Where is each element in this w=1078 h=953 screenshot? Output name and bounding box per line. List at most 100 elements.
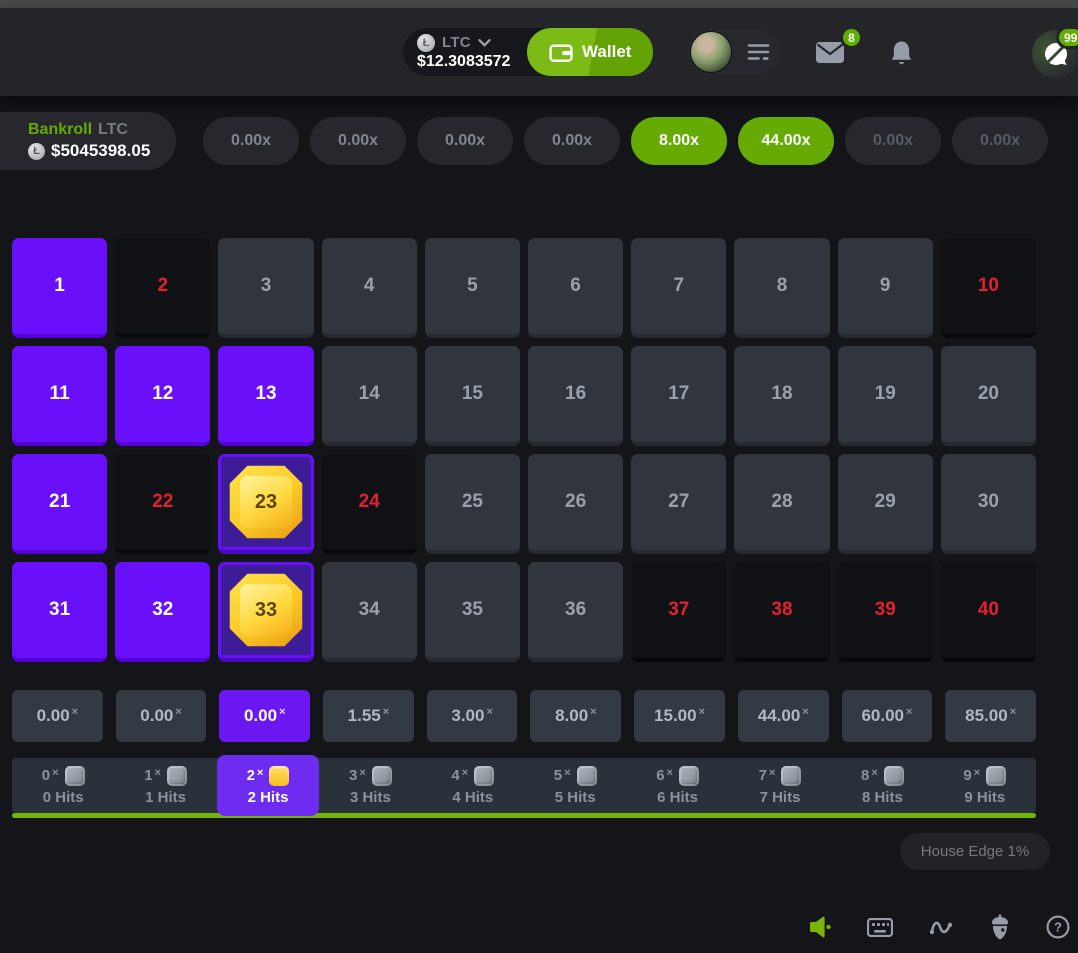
multiplier-x: ×	[256, 766, 264, 779]
keno-cell-4[interactable]: 4	[321, 238, 417, 338]
keno-cell-17[interactable]: 17	[631, 346, 727, 446]
keno-cell-15[interactable]: 15	[424, 346, 520, 446]
keno-cell-13[interactable]: 13	[218, 346, 314, 446]
cell-number: 2	[157, 275, 169, 296]
keno-cell-33[interactable]: 33	[218, 562, 314, 662]
keno-cell-37[interactable]: 37	[631, 562, 727, 662]
keno-cell-34[interactable]: 34	[321, 562, 417, 662]
keno-cell-26[interactable]: 26	[527, 454, 624, 554]
house-edge-button[interactable]: House Edge 1%	[900, 833, 1050, 870]
keno-cell-31[interactable]: 31	[12, 562, 108, 662]
payout-multiplier: 0.00 ×	[219, 690, 311, 742]
keno-cell-16[interactable]: 16	[527, 346, 624, 446]
keno-cell-38[interactable]: 38	[734, 562, 830, 662]
hit-multiplier: 8	[861, 767, 870, 784]
hits-row: 0 × 0 Hits 1 × 1 Hits 2 × 2 Hits 3 × 3 Hits 4 × 4 Hits…	[12, 755, 1036, 816]
keno-cell-18[interactable]: 18	[734, 346, 830, 446]
help-icon[interactable]: ?	[1046, 915, 1070, 939]
keno-cell-25[interactable]: 25	[424, 454, 520, 554]
currency-selector[interactable]: Ł LTC $12.3083572	[403, 33, 527, 71]
keno-cell-9[interactable]: 9	[837, 238, 933, 338]
cell-number: 26	[565, 491, 587, 512]
notifications-button[interactable]	[890, 40, 913, 70]
keno-cell-23[interactable]: 23	[218, 454, 314, 554]
browser-top-strip	[0, 0, 1078, 8]
messages-button[interactable]	[816, 42, 844, 66]
hit-multiplier: 9	[963, 767, 972, 784]
keno-cell-8[interactable]: 8	[734, 238, 830, 338]
recent-multiplier-pill: 8.00x	[631, 117, 727, 165]
keno-cell-2[interactable]: 2	[115, 238, 211, 338]
keno-cell-28[interactable]: 28	[734, 454, 830, 554]
payout-multiplier: 85.00 ×	[945, 690, 1036, 742]
bankroll-label: Bankroll	[28, 121, 93, 138]
hits-item-4: 4 × 4 Hits	[422, 758, 524, 813]
bankroll-currency: LTC	[98, 121, 128, 138]
cell-number: 31	[49, 599, 71, 620]
keno-cell-10[interactable]: 10	[940, 238, 1036, 338]
keno-cell-11[interactable]: 11	[12, 346, 108, 446]
keno-cell-14[interactable]: 14	[321, 346, 417, 446]
profile-menu[interactable]	[688, 29, 782, 75]
hit-multiplier: 3	[349, 767, 358, 784]
keyboard-icon[interactable]	[867, 917, 893, 937]
payout-value: 0.00	[36, 706, 70, 725]
multiplier-x: ×	[666, 766, 673, 779]
payout-multiplier: 0.00 ×	[12, 690, 103, 742]
keno-cell-36[interactable]: 36	[527, 562, 624, 662]
keno-cell-30[interactable]: 30	[940, 454, 1036, 554]
avatar[interactable]	[690, 31, 732, 73]
bell-icon	[891, 41, 912, 65]
keno-cell-3[interactable]: 3	[218, 238, 314, 338]
keno-cell-1[interactable]: 1	[12, 238, 108, 338]
payout-multiplier: 3.00 ×	[426, 690, 518, 742]
cell-number: 21	[49, 491, 71, 512]
litecoin-coin-icon: Ł	[417, 33, 435, 52]
hit-multiplier: 1	[144, 767, 153, 784]
gem-icon	[166, 765, 187, 786]
payout-multiplier: 44.00 ×	[737, 690, 829, 742]
multiplier-x: ×	[71, 706, 79, 718]
keno-cell-19[interactable]: 19	[837, 346, 933, 446]
cell-number: 10	[977, 275, 999, 296]
hit-count-label: 8 Hits	[861, 788, 903, 806]
keno-cell-20[interactable]: 20	[940, 346, 1036, 446]
keno-cell-40[interactable]: 40	[940, 562, 1036, 662]
cell-number: 25	[461, 491, 483, 512]
payout-value: 44.00	[757, 706, 801, 725]
progress-bar	[12, 813, 1036, 818]
keno-cell-32[interactable]: 32	[115, 562, 211, 662]
payout-value: 0.00	[243, 706, 278, 725]
keno-cell-39[interactable]: 39	[837, 562, 933, 662]
gem-icon	[371, 765, 392, 786]
multiplier-x: ×	[175, 706, 182, 718]
keno-cell-35[interactable]: 35	[424, 562, 520, 662]
cell-number: 39	[874, 599, 896, 620]
hit-count-label: 4 Hits	[452, 788, 494, 806]
keno-cell-6[interactable]: 6	[527, 238, 624, 338]
recent-multiplier-pill: 0.00x	[952, 117, 1048, 165]
recent-multiplier-pill: 0.00x	[524, 117, 620, 165]
recent-multiplier-pill: 0.00x	[417, 117, 513, 165]
keno-cell-7[interactable]: 7	[631, 238, 727, 338]
cell-number: 40	[977, 599, 999, 620]
cell-number: 28	[771, 491, 793, 512]
keno-cell-12[interactable]: 12	[115, 346, 211, 446]
keno-cell-24[interactable]: 24	[321, 454, 417, 554]
wallet-group: Ł LTC $12.3083572 Wallet	[403, 28, 654, 76]
live-stats-icon[interactable]	[928, 917, 954, 937]
multiplier-x: ×	[359, 766, 366, 779]
multiplier-x: ×	[802, 706, 809, 718]
wallet-button[interactable]: Wallet	[527, 28, 654, 76]
keno-cell-5[interactable]: 5	[424, 238, 520, 338]
keno-cell-27[interactable]: 27	[631, 454, 727, 554]
keno-cell-22[interactable]: 22	[115, 454, 211, 554]
hit-count-label: 9 Hits	[964, 788, 1006, 806]
keno-cell-21[interactable]: 21	[12, 454, 108, 554]
hits-item-3: 3 × 3 Hits	[319, 758, 421, 813]
fairness-icon[interactable]	[989, 914, 1011, 940]
sound-icon[interactable]	[808, 916, 832, 938]
wallet-button-label: Wallet	[582, 42, 632, 61]
payout-multiplier: 1.55 ×	[323, 690, 414, 742]
keno-cell-29[interactable]: 29	[837, 454, 933, 554]
